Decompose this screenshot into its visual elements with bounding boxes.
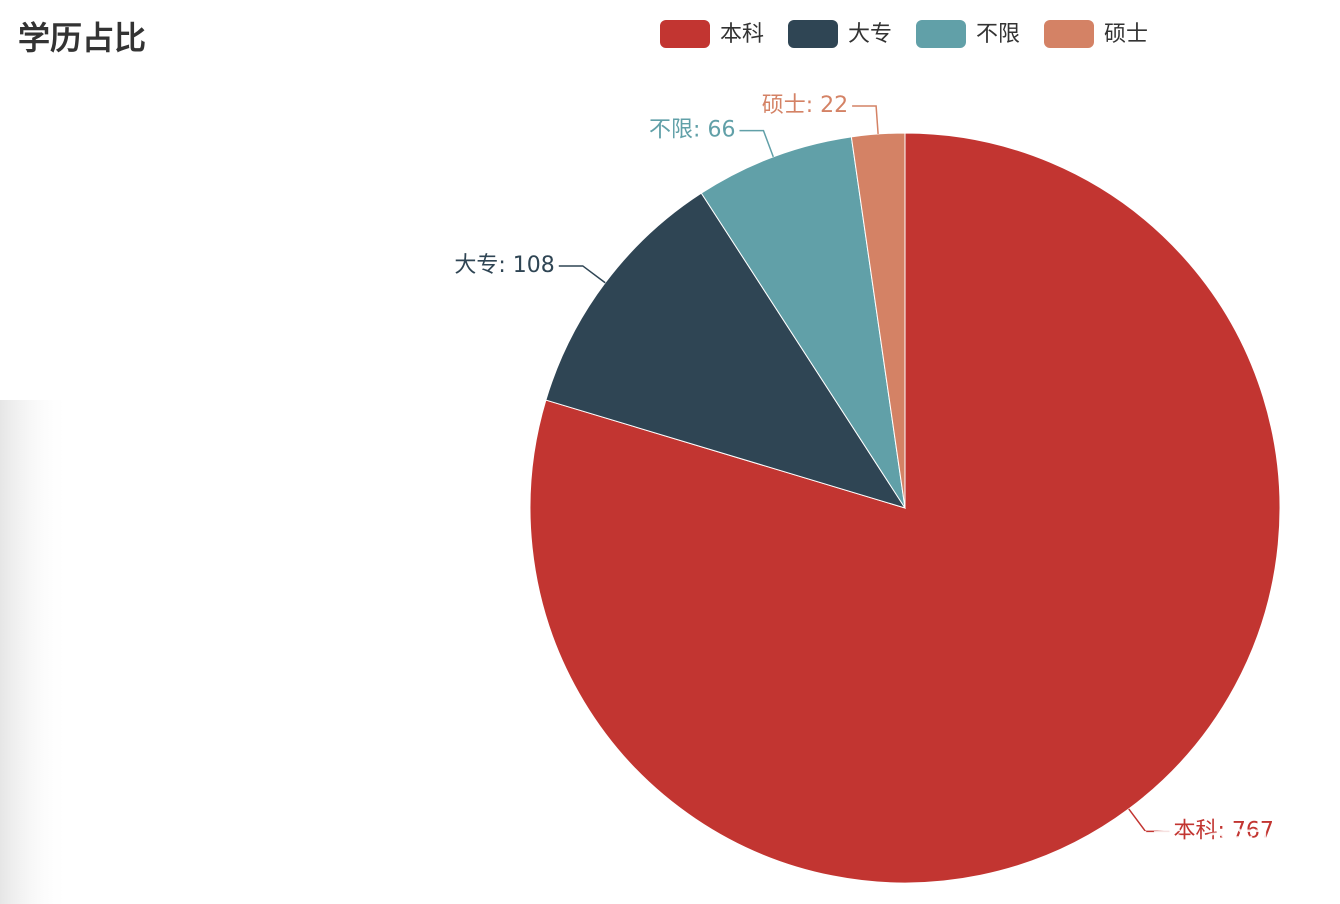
- legend-swatch: [1044, 20, 1094, 48]
- legend-label: 本科: [720, 22, 764, 47]
- chart-title: 学历占比: [18, 19, 146, 57]
- pie-slice: [529, 132, 1281, 884]
- legend-swatch: [788, 20, 838, 48]
- legend-label: 不限: [976, 22, 1020, 47]
- watermark: 知乎 @闲欢: [1114, 826, 1305, 867]
- edge-shade: [0, 400, 70, 904]
- legend-swatch: [916, 20, 966, 48]
- label-line: [739, 129, 775, 158]
- data-label: 硕士: 22: [762, 93, 848, 118]
- pie-slice: [700, 136, 906, 509]
- pie-slice: [545, 192, 907, 509]
- legend-label: 硕士: [1104, 22, 1148, 47]
- label-line: [852, 105, 879, 135]
- legend-swatch: [660, 20, 710, 48]
- data-label: 大专: 108: [454, 253, 554, 278]
- data-label: 本科: 767: [1173, 818, 1273, 843]
- label-line: [558, 265, 606, 284]
- pie-slice: [850, 132, 906, 509]
- data-label: 不限: 66: [649, 118, 735, 143]
- legend-label: 大专: [848, 22, 892, 47]
- label-line: [1128, 808, 1170, 833]
